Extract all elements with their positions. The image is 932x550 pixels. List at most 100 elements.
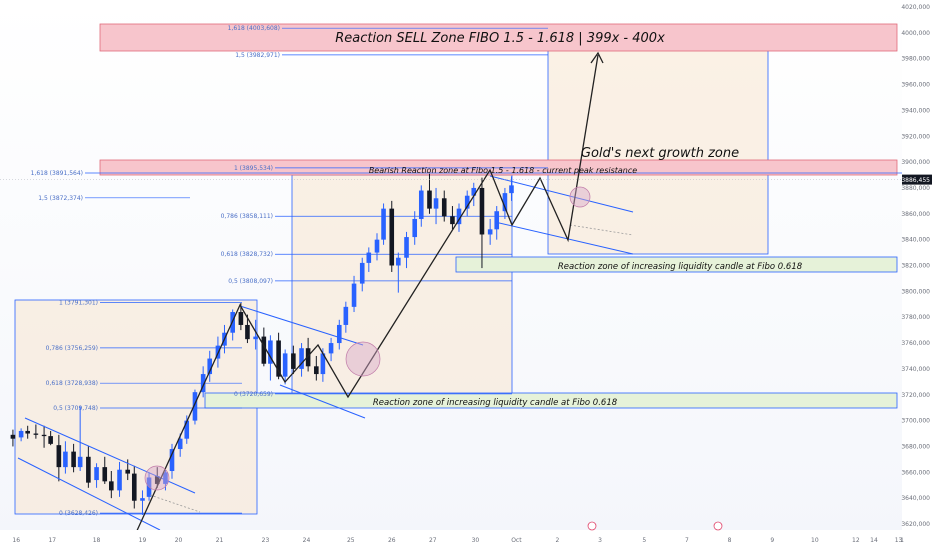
date-tick-label: 7 bbox=[685, 537, 689, 544]
growth-zone-title: Gold's next growth zone bbox=[581, 146, 739, 161]
fib-label: 1,5 (3982,971) bbox=[235, 52, 280, 59]
projection-line bbox=[149, 494, 201, 513]
fib-label: 1,618 (4003,608) bbox=[228, 25, 280, 32]
zone-layer bbox=[14, 23, 898, 515]
candle-body bbox=[131, 473, 137, 501]
price-tick-label: 3680,000 bbox=[901, 443, 930, 450]
fibonacci-layer: 1,618 (4003,608) 1,5 (3982,971) 1 (3895,53… bbox=[31, 25, 932, 517]
path-layer bbox=[17, 51, 634, 536]
date-tick-label: 2 bbox=[555, 537, 559, 544]
candle-body bbox=[487, 229, 493, 235]
candle-body bbox=[412, 218, 418, 238]
candle-body bbox=[404, 237, 409, 258]
candle-body bbox=[18, 430, 24, 438]
candle-body bbox=[261, 336, 267, 364]
date-tick-label: 10 bbox=[811, 537, 819, 544]
candle-body bbox=[320, 353, 326, 375]
price-tick-label: 3820,000 bbox=[901, 263, 930, 270]
price-tick-label: 4000,000 bbox=[901, 30, 930, 37]
candle-body bbox=[177, 438, 183, 450]
fib-label: 0,618 (3828,732) bbox=[221, 251, 273, 258]
price-axis[interactable] bbox=[902, 0, 932, 550]
date-tick-label: 16 bbox=[12, 537, 20, 544]
candle-body bbox=[117, 469, 122, 491]
price-tick-label: 3840,000 bbox=[901, 237, 930, 244]
price-tick-label: 3860,000 bbox=[901, 211, 930, 218]
us-flag-icon[interactable] bbox=[713, 521, 723, 531]
candle-body bbox=[427, 190, 432, 209]
price-tick-label: 3700,000 bbox=[901, 418, 930, 425]
fib-label: 1 (3791,301) bbox=[59, 300, 98, 307]
date-tick-label: Oct bbox=[511, 537, 522, 544]
candle-body bbox=[125, 469, 131, 474]
price-tick-label: 3880,000 bbox=[901, 185, 930, 192]
candle-body bbox=[343, 306, 349, 325]
date-tick-label: 1 bbox=[900, 537, 904, 544]
price-tick-label: 3960,000 bbox=[901, 82, 930, 89]
date-tick-label: 26 bbox=[388, 537, 396, 544]
candle-body bbox=[456, 208, 462, 225]
channel-line bbox=[279, 384, 366, 419]
price-tick-label: 3620,000 bbox=[901, 521, 930, 528]
candle-body bbox=[336, 324, 342, 344]
candle-body bbox=[245, 324, 250, 340]
current-price-tag bbox=[902, 174, 932, 185]
candle-body bbox=[464, 195, 470, 209]
candle-body bbox=[509, 185, 514, 194]
event-marker-icon[interactable] bbox=[587, 521, 597, 531]
date-tick-label: 8 bbox=[728, 537, 732, 544]
liquidity-zone-upper bbox=[455, 256, 898, 273]
candle-body bbox=[253, 336, 258, 340]
date-tick-label: 25 bbox=[347, 537, 355, 544]
date-tick-label: 23 bbox=[262, 537, 270, 544]
highlight-circle bbox=[345, 341, 381, 377]
highlight-circle bbox=[144, 465, 170, 491]
price-tick-label: 4020,000 bbox=[901, 4, 930, 11]
candle-body bbox=[314, 366, 319, 375]
date-tick-label: 19 bbox=[139, 537, 147, 544]
candle-body bbox=[94, 467, 99, 481]
candle-body bbox=[418, 190, 424, 219]
fib-label: 0,5 (3808,097) bbox=[228, 278, 273, 285]
price-tick-label: 3740,000 bbox=[901, 366, 930, 373]
fib-label: 0,786 (3756,259) bbox=[46, 345, 98, 352]
candle-body bbox=[479, 187, 485, 235]
channel-line bbox=[494, 221, 634, 255]
price-tick-label: 3900,000 bbox=[901, 159, 930, 166]
candle-body bbox=[351, 283, 357, 307]
date-tick-label: 18 bbox=[93, 537, 101, 544]
channel-line bbox=[239, 305, 364, 346]
candle-body bbox=[374, 239, 380, 253]
candle-body bbox=[154, 476, 160, 484]
projection-line bbox=[569, 224, 634, 236]
date-tick-label: 14 bbox=[870, 537, 878, 544]
date-tick-label: 24 bbox=[303, 537, 311, 544]
channel-line bbox=[489, 175, 634, 213]
date-tick-label: 5 bbox=[642, 537, 646, 544]
price-tick-label: 3640,000 bbox=[901, 495, 930, 502]
candle-body bbox=[359, 262, 365, 284]
candle-body bbox=[71, 451, 76, 468]
price-tick-label: 3780,000 bbox=[901, 314, 930, 321]
fib-label: 1,5 (3872,374) bbox=[38, 195, 83, 202]
candle-layer bbox=[10, 173, 514, 515]
candle-body bbox=[102, 467, 108, 482]
price-tick-label: 3720,000 bbox=[901, 392, 930, 399]
date-tick-label: 27 bbox=[429, 537, 437, 544]
candle-body bbox=[25, 430, 30, 434]
date-axis[interactable] bbox=[0, 530, 932, 550]
liquidity-zone-label-lower: Reaction zone of increasing liquidity ca… bbox=[373, 398, 618, 408]
fib-label: 0 (3720,659) bbox=[234, 391, 273, 398]
channel-line bbox=[17, 457, 161, 531]
candle-body bbox=[433, 198, 439, 209]
candle-body bbox=[10, 434, 16, 439]
candle-body bbox=[366, 252, 372, 263]
candle-body bbox=[471, 187, 477, 196]
price-tick-label: 3940,000 bbox=[901, 107, 930, 114]
sell-zone-top bbox=[99, 23, 898, 52]
candle-body bbox=[169, 449, 175, 472]
price-tick-label: 3760,000 bbox=[901, 340, 930, 347]
candle-body bbox=[109, 481, 114, 491]
candle-body bbox=[291, 353, 296, 369]
